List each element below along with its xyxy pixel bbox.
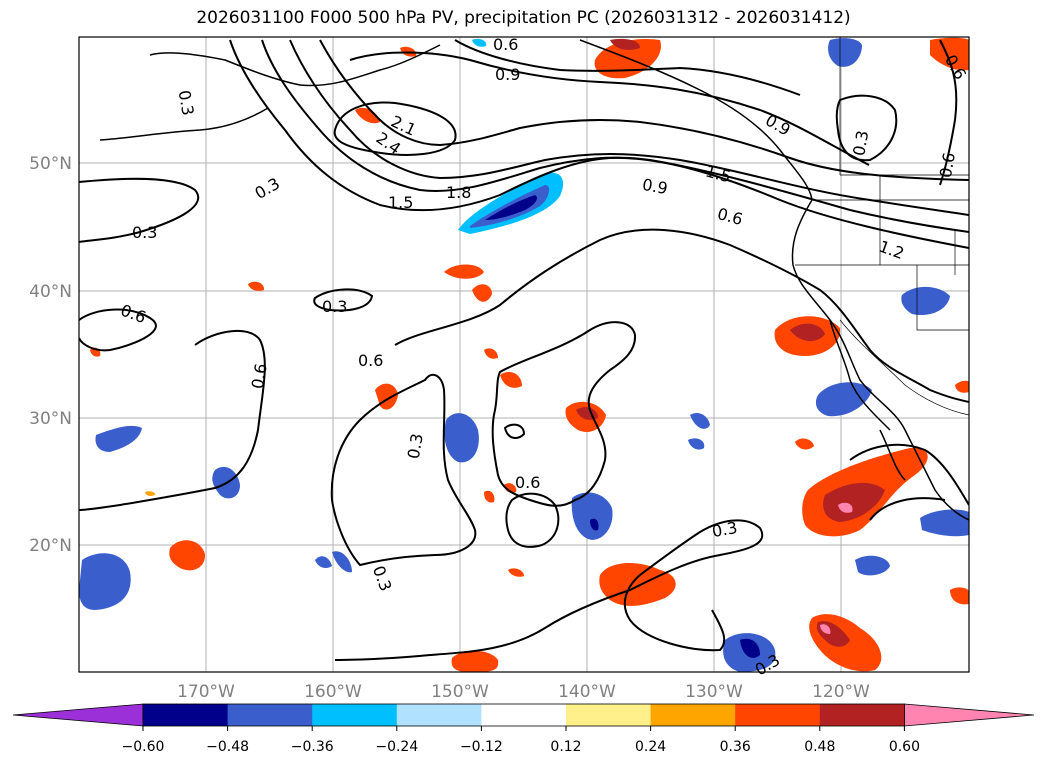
precip-blob — [795, 438, 814, 450]
lat-label: 50°N — [29, 154, 72, 174]
contour-label: 0.3 — [175, 89, 198, 117]
lat-labels: 50°N 40°N 30°N 20°N — [29, 154, 72, 556]
precip-blob — [690, 413, 710, 429]
lon-label: 150°W — [431, 682, 489, 702]
precip-blob — [820, 624, 831, 634]
precip-blob — [740, 638, 760, 658]
lon-label: 160°W — [304, 682, 362, 702]
map-border — [78, 36, 970, 673]
colorbar-outline — [142, 703, 905, 727]
precip-blob — [485, 195, 537, 220]
colorbar: −0.60 −0.48 −0.36 −0.24 −0.12 0.12 0.24 0.36 0.4… — [12, 703, 1035, 755]
colorbar-segment — [819, 704, 905, 726]
precip-blob — [332, 551, 352, 573]
contour-label: 0.9 — [495, 65, 520, 84]
contour-label: 0.3 — [322, 297, 347, 316]
contour-label: 0.6 — [248, 362, 271, 390]
contour-label: 0.6 — [358, 351, 383, 370]
lat-label: 30°N — [29, 409, 72, 429]
colorbar-segment — [312, 704, 398, 726]
precip-blob — [315, 556, 332, 568]
precip-negative-areas — [79, 38, 969, 672]
colorbar-segment — [481, 704, 567, 726]
precip-blob — [484, 348, 498, 359]
precip-positive-areas — [90, 37, 969, 672]
precip-blob — [444, 264, 484, 279]
coastlines — [99, 39, 969, 521]
precip-blob — [950, 587, 969, 605]
precip-blob — [920, 509, 969, 537]
colorbar-tick-label: −0.36 — [291, 739, 334, 755]
map-title: 2026031100 F000 500 hPa PV, precipitatio… — [196, 8, 851, 28]
contour-label: 0.3 — [132, 223, 157, 242]
colorbar-tick-label: 0.60 — [889, 739, 920, 755]
precip-blob — [444, 413, 479, 463]
contour-label: 0.3 — [710, 518, 738, 541]
precip-blob — [451, 650, 499, 672]
colorbar-tick-label: −0.12 — [460, 739, 503, 755]
contour-label: 1.8 — [446, 183, 471, 202]
precip-blob — [571, 492, 613, 540]
colorbar-extend-max — [904, 703, 1035, 727]
precip-blob — [590, 518, 599, 531]
contour-label: 0.6 — [493, 35, 518, 54]
map-area — [79, 37, 969, 672]
precip-blob — [828, 38, 862, 67]
precip-blob — [484, 490, 495, 503]
lon-label: 140°W — [558, 682, 616, 702]
precip-blob — [790, 323, 825, 342]
contour-label: 0.6 — [936, 151, 959, 179]
precip-blob — [508, 568, 524, 577]
precip-blob — [901, 286, 950, 316]
colorbar-segment — [143, 704, 229, 726]
colorbar-tick-label: −0.48 — [206, 739, 249, 755]
precip-blob — [145, 491, 156, 496]
lon-label: 130°W — [685, 682, 743, 702]
precip-blob — [169, 540, 206, 571]
colorbar-tick-label: −0.60 — [122, 739, 165, 755]
precip-blob — [248, 281, 265, 291]
precip-blob — [79, 553, 131, 610]
precip-blob — [838, 502, 853, 513]
colorbar-tick-label: 0.36 — [720, 739, 751, 755]
precip-blob — [599, 563, 676, 606]
precip-blob — [823, 482, 885, 522]
colorbar-tick-label: 0.12 — [550, 739, 581, 755]
precip-blob — [930, 37, 969, 71]
precip-blob — [472, 284, 492, 302]
contour-label: 0.3 — [404, 432, 427, 460]
precip-blob — [815, 382, 872, 417]
precip-blob — [855, 555, 890, 576]
colorbar-segment — [566, 704, 652, 726]
precip-blob — [95, 425, 142, 452]
precip-blob — [472, 38, 487, 47]
colorbar-tick-label: 0.24 — [635, 739, 666, 755]
colorbar-segment — [396, 704, 482, 726]
precip-blob — [688, 438, 705, 450]
contour-label: 0.6 — [515, 473, 540, 492]
contour-label: 1.5 — [388, 193, 413, 212]
colorbar-tick-label: 0.48 — [804, 739, 835, 755]
precip-blob — [355, 107, 380, 124]
contour-label: 0.3 — [849, 129, 872, 157]
colorbar-segment — [650, 704, 736, 726]
lon-label: 170°W — [177, 682, 235, 702]
contour-label: 0.9 — [641, 175, 669, 198]
precip-blob — [610, 38, 640, 50]
lat-label: 40°N — [29, 282, 72, 302]
colorbar-segment — [735, 704, 821, 726]
precip-blob — [500, 372, 522, 388]
colorbar-tick-label: −0.24 — [375, 739, 418, 755]
colorbar-segment — [227, 704, 313, 726]
precip-blob — [955, 380, 969, 393]
lon-label: 120°W — [812, 682, 870, 702]
colorbar-extend-min — [12, 703, 144, 727]
lon-labels: 170°W 160°W 150°W 140°W 130°W 120°W — [177, 682, 870, 702]
lat-label: 20°N — [29, 536, 72, 556]
state-borders — [795, 37, 969, 416]
